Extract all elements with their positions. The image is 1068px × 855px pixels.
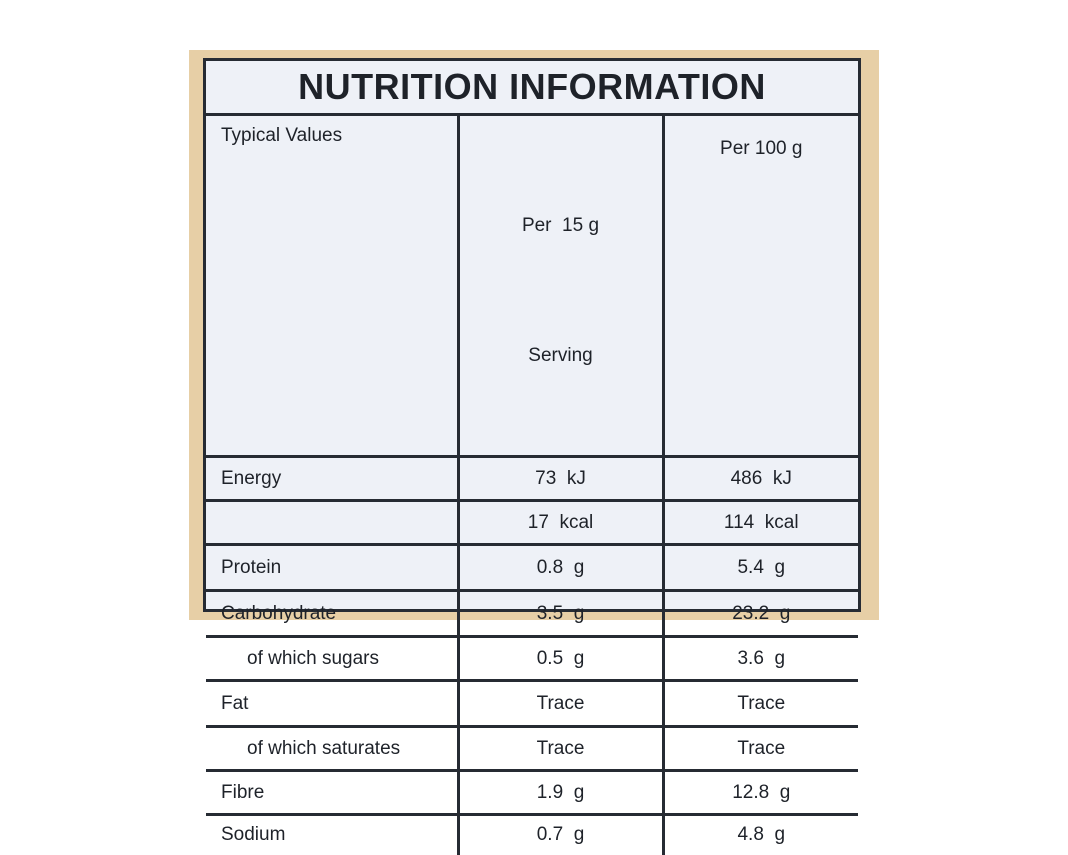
per-100g-value: 4.8 g: [661, 813, 858, 855]
nutrient-name: Sodium: [206, 813, 460, 855]
per-100g-value: 12.8 g: [661, 769, 858, 816]
per-serving-value: 0.7 g: [456, 813, 665, 855]
per-100g-header: Per 100 g: [661, 116, 858, 458]
per-100g-value: Trace: [661, 725, 858, 772]
nutrition-title: NUTRITION INFORMATION: [206, 61, 858, 116]
per-100g-value: 114 kcal: [661, 499, 858, 546]
per-serving-value: Trace: [456, 725, 665, 772]
nutrient-name: [206, 499, 460, 546]
per-serving-value: 0.5 g: [456, 635, 665, 682]
typical-values-header: Typical Values: [206, 116, 460, 458]
per-serving-value: 1.9 g: [456, 769, 665, 816]
per-100g-value: 486 kJ: [661, 455, 858, 502]
nutrition-table: Typical Values Per 15 g Serving Per 100 …: [206, 116, 858, 855]
per-100g-value: 3.6 g: [661, 635, 858, 682]
table-row: Protein 0.8 g 5.4 g: [206, 543, 858, 592]
nutrition-label: NUTRITION INFORMATION Typical Values Per…: [203, 58, 861, 855]
nutrient-name: of which sugars: [206, 635, 460, 682]
per-serving-value: Trace: [456, 679, 665, 728]
per-serving-amount: Per 15 g: [521, 215, 600, 236]
table-row: of which sugars 0.5 g 3.6 g: [206, 635, 858, 682]
table-row: 17 kcal 114 kcal: [206, 499, 858, 546]
nutrient-name: Carbohydrate: [206, 589, 460, 638]
table-row: of which saturates Trace Trace: [206, 725, 858, 772]
per-100g-value: 23.2 g: [661, 589, 858, 638]
per-serving-value: 3.5 g: [456, 589, 665, 638]
per-serving-value: 73 kJ: [456, 455, 665, 502]
table-row: Energy 73 kJ 486 kJ: [206, 455, 858, 502]
per-100g-value: Trace: [661, 679, 858, 728]
table-row: Carbohydrate 3.5 g 23.2 g: [206, 589, 858, 638]
nutrient-name: Fibre: [206, 769, 460, 816]
nutrient-name: Fat: [206, 679, 460, 728]
nutrient-name: of which saturates: [206, 725, 460, 772]
per-serving-label: Serving: [528, 345, 593, 366]
per-serving-header: Per 15 g Serving: [456, 116, 665, 458]
per-serving-value: 17 kcal: [456, 499, 665, 546]
nutrient-name: Energy: [206, 455, 460, 502]
header-row: Typical Values Per 15 g Serving Per 100 …: [206, 116, 858, 458]
table-row: Fat Trace Trace: [206, 679, 858, 728]
nutrient-name: Protein: [206, 543, 460, 592]
table-row: Sodium 0.7 g 4.8 g: [206, 813, 858, 855]
per-serving-value: 0.8 g: [456, 543, 665, 592]
per-100g-value: 5.4 g: [661, 543, 858, 592]
table-row: Fibre 1.9 g 12.8 g: [206, 769, 858, 816]
